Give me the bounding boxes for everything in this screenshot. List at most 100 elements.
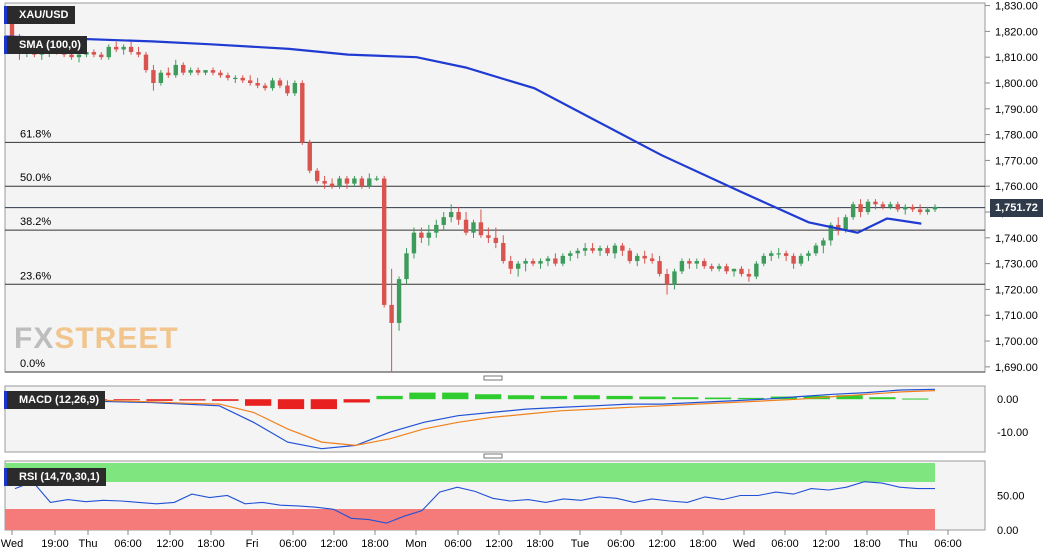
sma-indicator-label[interactable]: SMA (100,0)	[4, 36, 87, 54]
time-tick-label: 06:00	[607, 538, 635, 550]
candle-body	[709, 266, 714, 269]
candle-body	[620, 245, 625, 251]
candle-body	[515, 263, 521, 269]
time-tick-label: Thu	[79, 538, 98, 550]
candle-body	[158, 72, 164, 83]
candle-body	[151, 70, 156, 83]
candle-body	[300, 82, 305, 143]
candle-body	[337, 178, 342, 187]
candle-body	[478, 222, 484, 236]
candle-body	[307, 142, 312, 171]
price-tick-label: 1,690.00	[995, 362, 1038, 374]
candle-body	[627, 250, 633, 262]
candle-body	[702, 261, 707, 267]
price-tick-label: 1,830.00	[995, 1, 1038, 13]
candle-body	[895, 204, 900, 210]
candle-body	[925, 209, 930, 213]
candle-body	[99, 54, 104, 58]
candle-body	[195, 70, 201, 73]
price-tick-label: 1,780.00	[995, 130, 1038, 142]
candle-body	[538, 261, 543, 264]
candle-body	[188, 70, 193, 73]
candle-body	[225, 75, 231, 78]
symbol-text: XAU/USD	[19, 9, 69, 21]
candle-body	[530, 261, 536, 264]
fxstreet-watermark: FXSTREET	[14, 322, 179, 356]
time-tick-label: 12:00	[156, 538, 184, 550]
time-tick-label: 06:00	[771, 538, 799, 550]
time-tick-label: 18:00	[361, 538, 389, 550]
time-tick-label: 06:00	[279, 538, 307, 550]
candle-body	[649, 258, 655, 262]
candle-body	[880, 204, 886, 207]
candle-body	[396, 279, 402, 323]
candle-body	[731, 268, 737, 272]
symbol-label[interactable]: XAU/USD	[4, 6, 75, 24]
time-tick-label: 12:00	[648, 538, 676, 550]
candle-body	[106, 46, 111, 58]
time-tick-label: Wed	[1, 538, 23, 550]
watermark-street: STREET	[54, 322, 179, 355]
macd-indicator-label[interactable]: MACD (12,26,9)	[4, 391, 106, 409]
candle-body	[285, 85, 290, 94]
candle-body	[91, 52, 97, 55]
price-tick-label: 1,820.00	[995, 26, 1038, 38]
price-tick-label: 1,760.00	[995, 181, 1038, 193]
macd-histogram-bar	[409, 392, 436, 400]
last-price-text: 1,751.72	[995, 201, 1038, 214]
candle-body	[932, 206, 938, 210]
candle-body	[210, 70, 216, 73]
panel-splitter-1	[483, 375, 503, 381]
time-tick-label: 12:00	[320, 538, 348, 550]
macd-histogram-bar	[540, 395, 567, 400]
candle-body	[352, 178, 357, 184]
candle-body	[314, 170, 320, 182]
time-tick-label: 06:00	[444, 538, 472, 550]
candle-body	[166, 72, 171, 76]
candle-body	[463, 219, 469, 233]
candle-body	[664, 273, 670, 285]
candle-body	[501, 242, 506, 262]
rsi-text: RSI (14,70,30,1)	[19, 471, 100, 483]
rsi-overbought-zone	[5, 463, 935, 482]
watermark-fx: FX	[14, 322, 55, 355]
candle-body	[262, 85, 268, 89]
candle-body	[687, 261, 692, 264]
candle-body	[381, 178, 387, 305]
time-tick-label: Tue	[571, 538, 590, 550]
candle-body	[806, 253, 811, 256]
macd-histogram-bar	[475, 394, 502, 400]
candle-body	[456, 212, 461, 220]
time-axis: Wed 19:00 Thu 06:00 12:00 18:00 Fri 06:00 12:00 1…	[1, 530, 962, 550]
candle-body	[121, 46, 126, 50]
candle-body	[694, 261, 700, 264]
sma-text: SMA (100,0)	[19, 39, 81, 51]
candle-body	[367, 178, 372, 187]
candle-body	[582, 248, 588, 251]
candle-body	[329, 183, 335, 187]
macd-histogram-bar	[310, 399, 337, 410]
candle-body	[590, 248, 595, 251]
sma-line	[4, 35, 922, 234]
candle-body	[910, 206, 915, 210]
candle-body	[560, 255, 566, 264]
time-tick-label: 18:00	[197, 538, 225, 550]
candle-body	[114, 46, 119, 50]
candle-body	[389, 304, 394, 323]
candle-body	[277, 80, 283, 86]
candle-body	[448, 212, 454, 218]
rsi-oversold-zone	[5, 509, 935, 530]
fib-label: 0.0%	[20, 358, 45, 370]
rsi-line	[14, 481, 935, 524]
candle-body	[865, 201, 871, 213]
time-tick-label: Thu	[899, 538, 918, 550]
candle-body	[597, 248, 603, 251]
candle-body	[888, 204, 893, 207]
candle-body	[434, 224, 439, 233]
candle-body	[143, 54, 149, 71]
candle-body	[917, 209, 923, 213]
candle-body	[746, 273, 752, 277]
rsi-indicator-label[interactable]: RSI (14,70,30,1)	[4, 468, 106, 486]
candle-body	[69, 54, 74, 58]
candle-body	[850, 204, 856, 218]
